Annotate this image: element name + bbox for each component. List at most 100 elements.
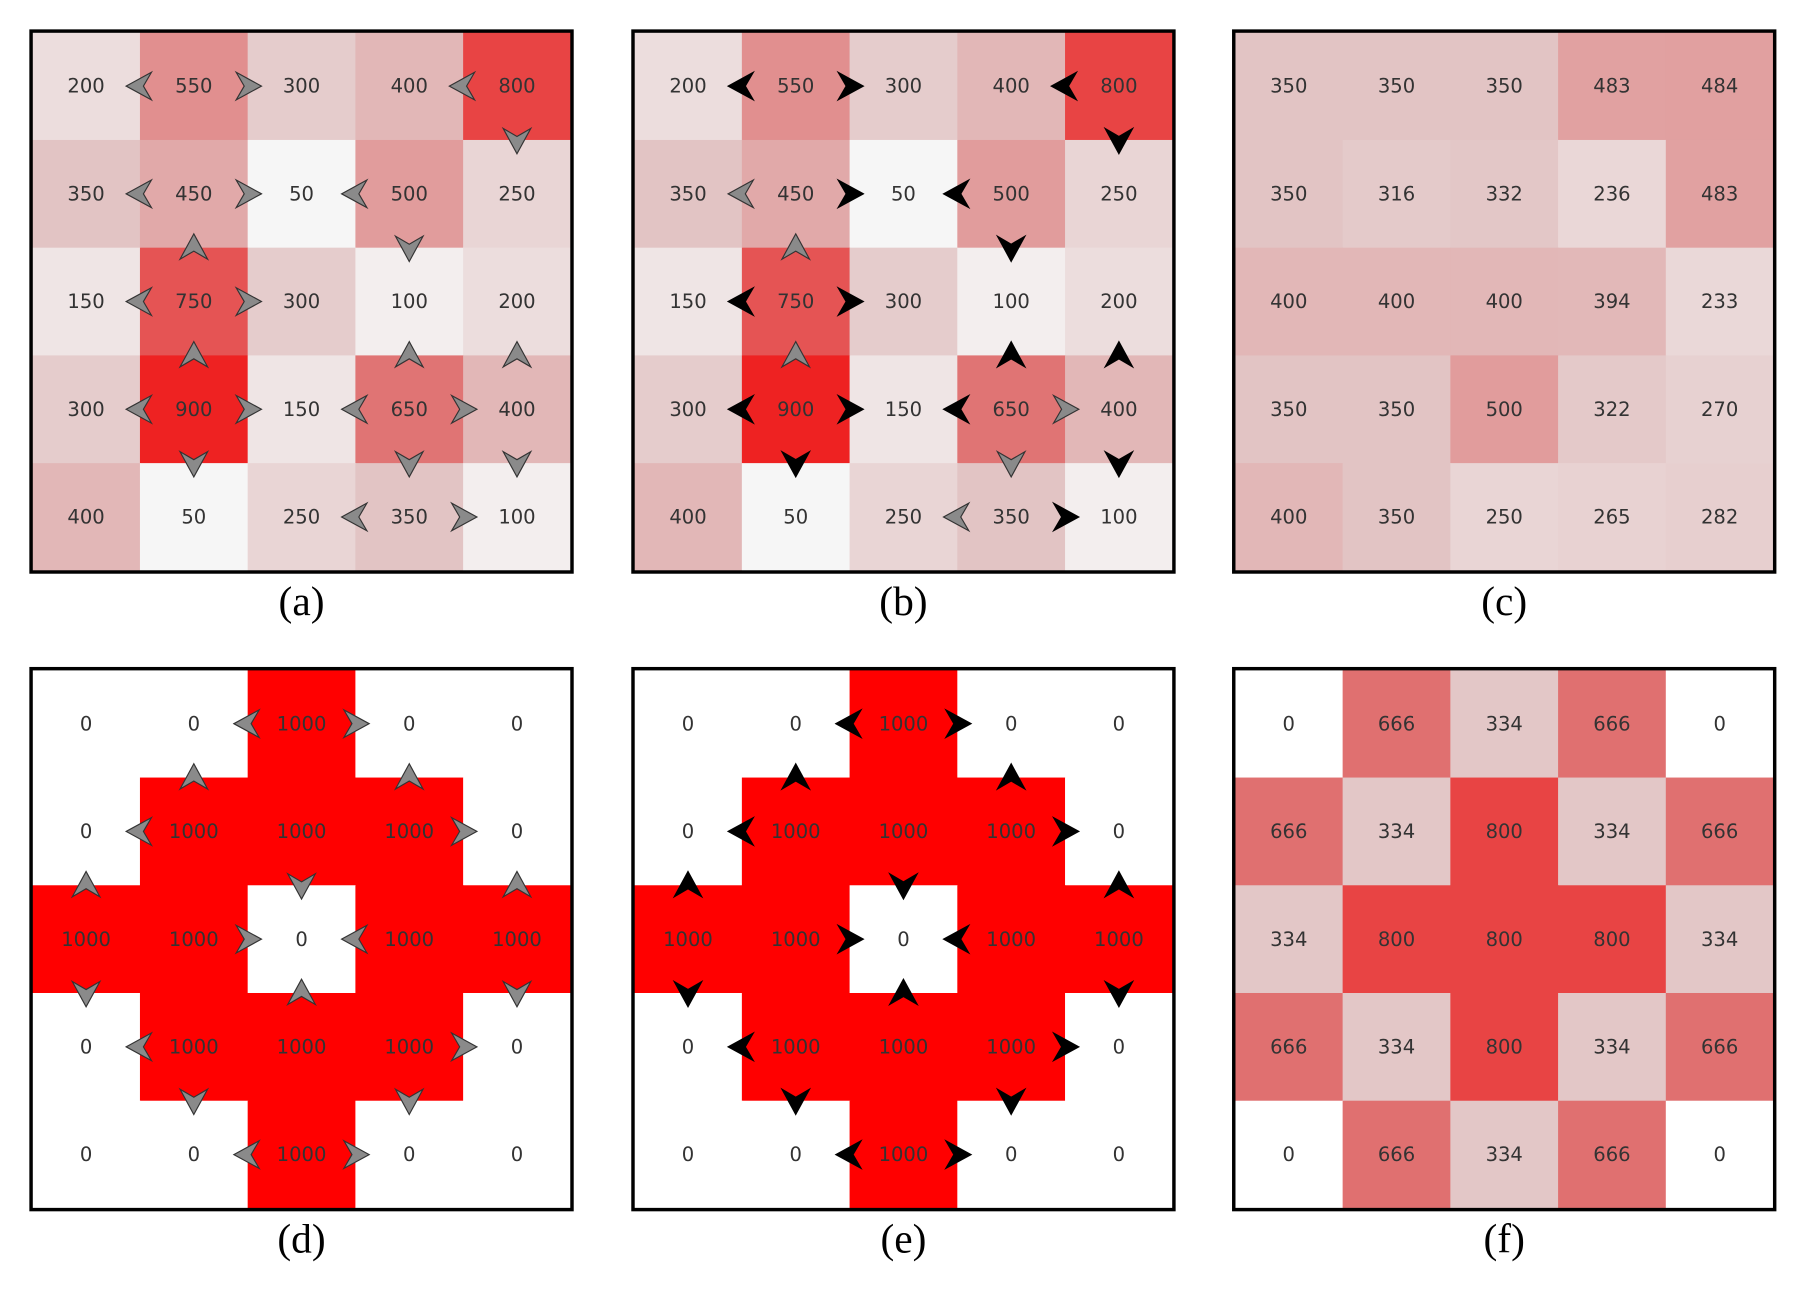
cell-value: 334 (1593, 820, 1630, 843)
cell-value: 0 (1113, 820, 1125, 843)
cell-value: 200 (669, 75, 706, 98)
arrow (178, 762, 210, 791)
grid-cell (741, 139, 851, 249)
arrow (124, 70, 153, 102)
grid-cell (634, 885, 743, 994)
grid-cell (1234, 885, 1344, 994)
cell-value: 0 (790, 1143, 802, 1166)
arrow (834, 1139, 863, 1170)
cell-value: 400 (1270, 506, 1307, 529)
cell-value: 0 (682, 712, 694, 735)
cell-value: 1000 (384, 1036, 434, 1059)
cell-value: 350 (67, 182, 104, 205)
cell-value: 400 (391, 75, 428, 98)
cell-value: 1000 (169, 1036, 219, 1059)
panel-caption: (e) (880, 1215, 926, 1262)
grid-cell (1342, 463, 1451, 572)
cell-value: 50 (181, 506, 206, 529)
cell-value: 0 (1113, 1143, 1125, 1166)
grid-cell (32, 1100, 141, 1210)
grid-cell (849, 992, 958, 1102)
grid-cell (247, 1100, 356, 1210)
cell-value: 200 (67, 75, 104, 98)
grid-cell (634, 669, 743, 779)
arrow (234, 70, 263, 102)
arrow (1103, 870, 1135, 899)
cell-value: 900 (175, 398, 212, 421)
arrow (501, 870, 533, 899)
cell-value: 100 (993, 290, 1030, 313)
arrow (836, 286, 865, 317)
grid-cell (1665, 992, 1775, 1102)
cell-value: 500 (1486, 398, 1523, 421)
cell-value: 0 (80, 820, 92, 843)
cell-value: 334 (1486, 712, 1523, 735)
cell-value: 800 (1486, 820, 1523, 843)
cell-value: 350 (993, 506, 1030, 529)
cell-value: 270 (1701, 398, 1738, 421)
grid-panel: 0 0 1000 0 0 0 1000 1000 1000 0 1000 1000 0 1000 1000 0… (29, 666, 574, 1262)
grid-cell (1665, 669, 1775, 779)
cell-value: 250 (1486, 506, 1523, 529)
panel-caption: (f) (1484, 1215, 1525, 1262)
cell-value: 666 (1593, 1143, 1630, 1166)
cell-value: 1000 (277, 712, 327, 735)
arrow (834, 708, 863, 739)
cell-value: 350 (1270, 182, 1307, 205)
grid-cell (1665, 1100, 1775, 1210)
arrow (342, 1139, 371, 1170)
grid-cell (463, 139, 572, 249)
cell-value: 1000 (986, 928, 1036, 951)
grid-cell (355, 247, 464, 356)
cell-value: 50 (289, 182, 314, 205)
cell-value: 0 (682, 820, 694, 843)
arrow (234, 286, 263, 317)
grid-cell (355, 1100, 464, 1210)
arrow (888, 977, 919, 1007)
grid-cell (32, 777, 141, 886)
grid-cell (139, 777, 249, 886)
arrow (340, 923, 369, 955)
arrow (393, 234, 425, 263)
grid-cell (1342, 247, 1451, 356)
arrow (340, 178, 369, 210)
arrow (995, 234, 1027, 263)
panel-border (631, 29, 1176, 574)
grid-cell (247, 992, 356, 1102)
arrow (942, 501, 971, 533)
grid-cell (463, 992, 572, 1102)
grid-cell (1558, 885, 1667, 994)
cell-value: 800 (1593, 928, 1630, 951)
cell-value: 1000 (61, 928, 111, 951)
grid-cell (634, 992, 743, 1102)
cell-value: 300 (283, 290, 320, 313)
cell-value: 150 (885, 398, 922, 421)
grid-cell (1065, 139, 1174, 249)
arrow (780, 340, 812, 369)
cell-value: 666 (1270, 1036, 1307, 1059)
arrow (286, 977, 317, 1007)
grid-cell (32, 992, 141, 1102)
cell-value: 400 (1100, 398, 1137, 421)
cell-value: 500 (993, 182, 1030, 205)
arrow (450, 816, 479, 847)
grid-cell (463, 885, 572, 994)
cell-value: 450 (777, 182, 814, 205)
cell-value: 400 (993, 75, 1030, 98)
arrow (70, 979, 102, 1009)
grid-cell (1558, 463, 1667, 572)
grid-cell (634, 777, 743, 886)
cell-value: 334 (1701, 928, 1738, 951)
arrow (124, 178, 153, 210)
cell-value: 332 (1486, 182, 1523, 205)
grid-cell (247, 463, 356, 572)
arrow (672, 870, 704, 899)
cell-value: 1000 (663, 928, 713, 951)
cell-value: 0 (682, 1143, 694, 1166)
grid-cell (957, 463, 1066, 572)
cell-value: 0 (897, 928, 909, 951)
arrow (780, 232, 812, 261)
arrow (340, 501, 369, 533)
grid-cell (849, 355, 958, 464)
grid-cell (1450, 1100, 1559, 1210)
